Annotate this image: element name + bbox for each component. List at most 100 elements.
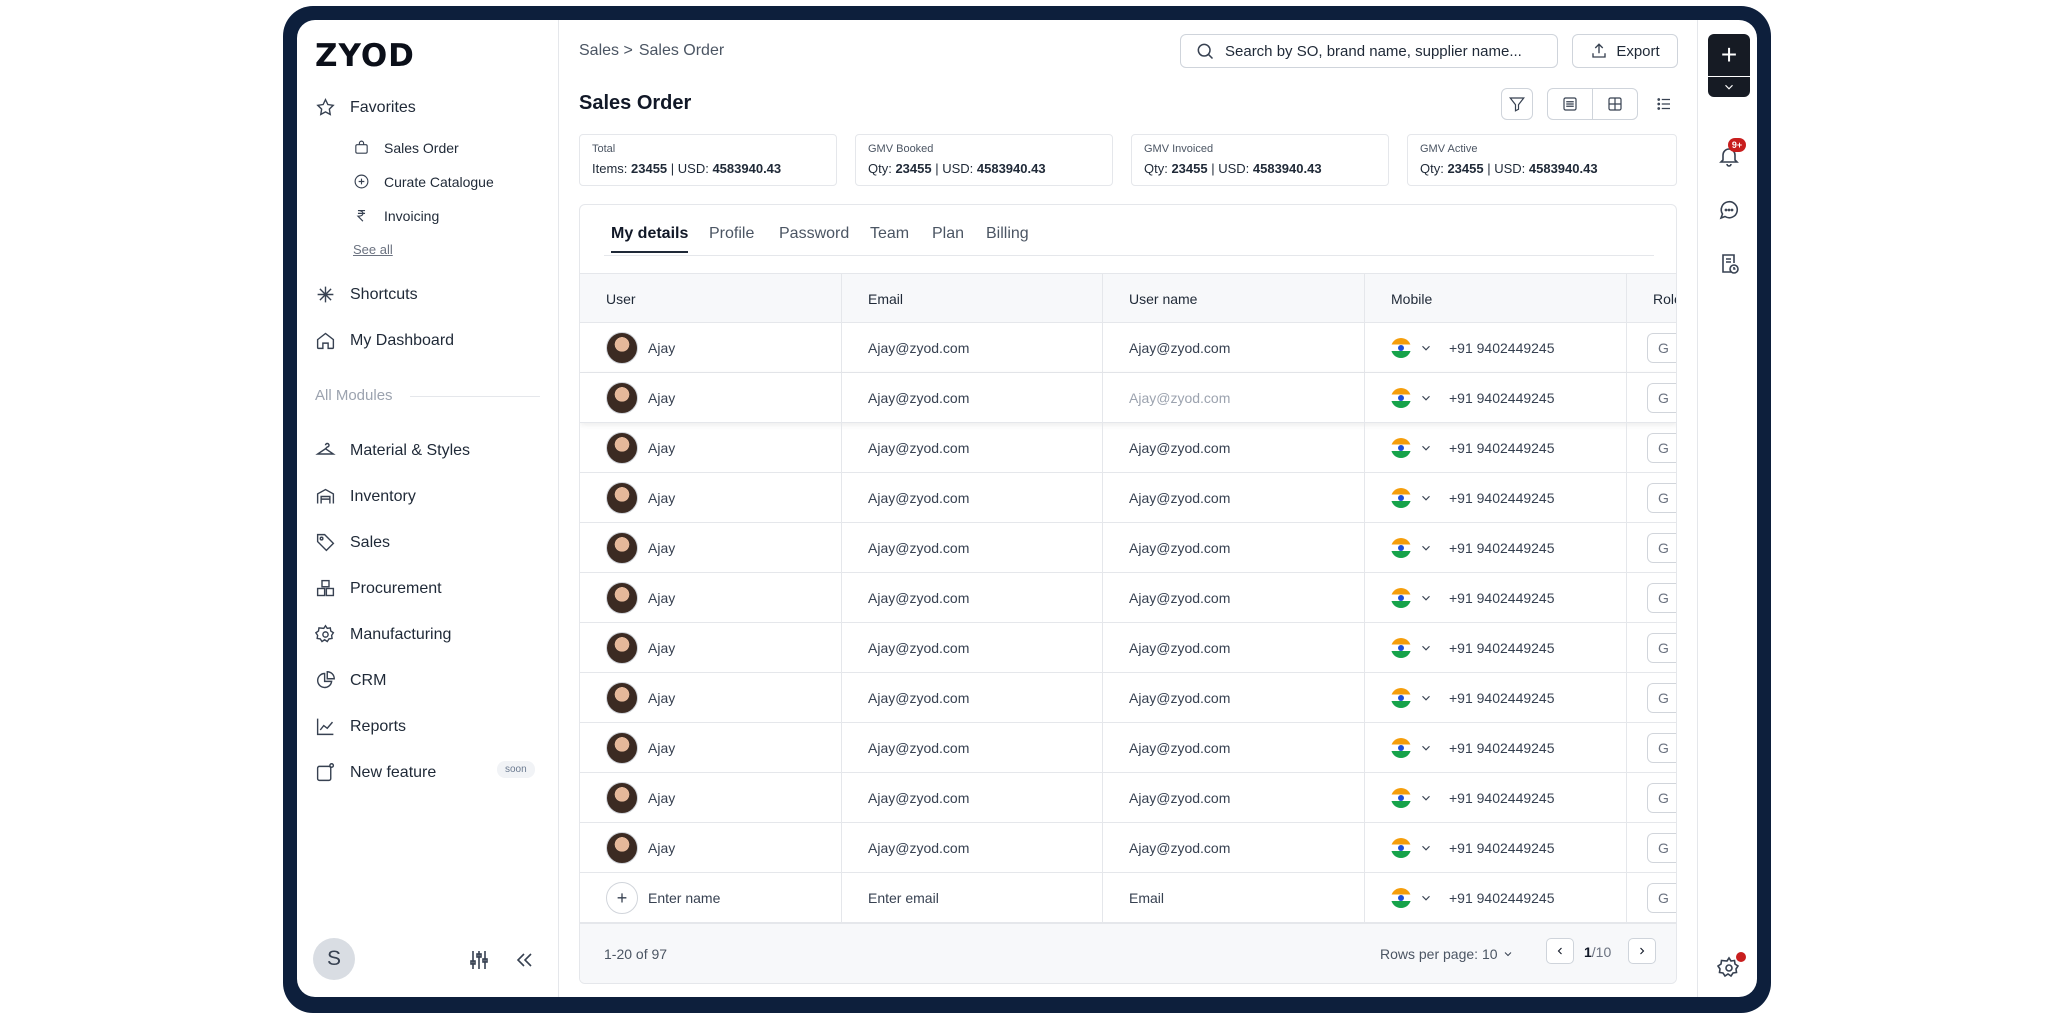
- role-select[interactable]: G: [1647, 733, 1676, 763]
- documents-button[interactable]: [1717, 252, 1741, 276]
- favorite-curate-catalogue[interactable]: Curate Catalogue: [353, 173, 494, 190]
- india-flag-icon[interactable]: [1391, 688, 1411, 708]
- email-value: Ajay@zyod.com: [868, 490, 970, 506]
- tab-my-details[interactable]: My details: [611, 225, 689, 253]
- column-header-user[interactable]: User: [580, 274, 842, 324]
- india-flag-icon[interactable]: [1391, 588, 1411, 608]
- sidebar-item-crm[interactable]: CRM: [315, 670, 386, 691]
- india-flag-icon[interactable]: [1391, 338, 1411, 358]
- collapse-sidebar-button[interactable]: [512, 948, 536, 972]
- search-box[interactable]: [1180, 34, 1558, 68]
- next-page-button[interactable]: [1628, 938, 1656, 964]
- india-flag-icon[interactable]: [1391, 888, 1411, 908]
- breadcrumb-root[interactable]: Sales >: [579, 42, 633, 59]
- grid-view-button[interactable]: [1592, 88, 1638, 120]
- india-flag-icon[interactable]: [1391, 738, 1411, 758]
- india-flag-icon[interactable]: [1391, 788, 1411, 808]
- see-all-link[interactable]: See all: [353, 242, 393, 257]
- india-flag-icon[interactable]: [1391, 488, 1411, 508]
- sidebar-item-material-styles[interactable]: Material & Styles: [315, 440, 470, 461]
- create-dropdown-button[interactable]: [1708, 77, 1750, 97]
- role-select[interactable]: G: [1647, 583, 1676, 613]
- list-view-button[interactable]: [1547, 88, 1593, 120]
- india-flag-icon[interactable]: [1391, 638, 1411, 658]
- role-select[interactable]: G: [1647, 533, 1676, 563]
- table-row[interactable]: Ajay Ajay@zyod.com Ajay@zyod.com +91 940244…: [580, 723, 1676, 773]
- sidebar-item-reports[interactable]: Reports: [315, 716, 406, 737]
- india-flag-icon[interactable]: [1391, 538, 1411, 558]
- role-select[interactable]: G: [1647, 433, 1676, 463]
- column-header-role[interactable]: Role: [1653, 291, 1676, 307]
- column-header-mobile[interactable]: Mobile: [1365, 274, 1627, 324]
- table-row[interactable]: Ajay Ajay@zyod.com Ajay@zyod.com +91 940244…: [580, 473, 1676, 523]
- add-user-button[interactable]: +: [606, 882, 638, 914]
- search-input[interactable]: [1225, 42, 1525, 60]
- role-select[interactable]: G: [1647, 783, 1676, 813]
- cell-username: Ajay@zyod.com: [1103, 623, 1365, 673]
- table-row[interactable]: Ajay Ajay@zyod.com Ajay@zyod.com +91 940244…: [580, 823, 1676, 873]
- sidebar-item-favorites[interactable]: Favorites: [315, 97, 416, 118]
- stat-card-gmv-invoiced: GMV Invoiced Qty: 23455 | USD: 4583940.4…: [1131, 134, 1389, 186]
- prev-page-button[interactable]: [1546, 938, 1574, 964]
- tab-billing[interactable]: Billing: [986, 225, 1029, 242]
- bullet-list-icon: [1657, 98, 1670, 110]
- sidebar-item-manufacturing[interactable]: Manufacturing: [315, 624, 451, 645]
- table-row[interactable]: Ajay Ajay@zyod.com Ajay@zyod.com +91 940244…: [580, 423, 1676, 473]
- cell-mobile: +91 9402449245: [1365, 373, 1627, 423]
- cell-mobile: +91 9402449245: [1365, 823, 1627, 873]
- role-select[interactable]: G: [1647, 683, 1676, 713]
- export-button[interactable]: Export: [1572, 34, 1678, 68]
- create-new-button[interactable]: +: [1708, 34, 1750, 76]
- tab-team[interactable]: Team: [870, 225, 910, 242]
- username-input[interactable]: [1129, 890, 1269, 906]
- role-select[interactable]: G: [1647, 833, 1676, 863]
- sidebar-item-dashboard[interactable]: My Dashboard: [315, 330, 454, 351]
- cell-email: Ajay@zyod.com: [842, 423, 1103, 473]
- tab-profile[interactable]: Profile: [709, 225, 755, 242]
- table-row[interactable]: Ajay Ajay@zyod.com Ajay@zyod.com +91 940244…: [580, 623, 1676, 673]
- cell-mobile: +91 9402449245: [1365, 423, 1627, 473]
- favorite-label: Curate Catalogue: [384, 173, 494, 190]
- table-row[interactable]: Ajay Ajay@zyod.com Ajay@zyod.com +91 940244…: [580, 323, 1676, 373]
- sidebar-item-inventory[interactable]: Inventory: [315, 486, 416, 507]
- email-value: Ajay@zyod.com: [868, 740, 970, 756]
- role-select[interactable]: G: [1647, 633, 1676, 663]
- filter-button[interactable]: [1501, 88, 1533, 120]
- table-row[interactable]: Ajay Ajay@zyod.com Ajay@zyod.com +91 940244…: [580, 573, 1676, 623]
- role-select[interactable]: G: [1647, 483, 1676, 513]
- table-row[interactable]: Ajay Ajay@zyod.com Ajay@zyod.com +91 940244…: [580, 773, 1676, 823]
- column-header-username[interactable]: User name: [1103, 274, 1365, 324]
- email-input[interactable]: [868, 890, 1008, 906]
- cell-email: Ajay@zyod.com: [842, 823, 1103, 873]
- bottom-settings-button[interactable]: [1716, 956, 1741, 980]
- messages-button[interactable]: [1717, 198, 1741, 222]
- tab-password[interactable]: Password: [779, 225, 850, 242]
- table-row[interactable]: Ajay Ajay@zyod.com Ajay@zyod.com +91 940244…: [580, 673, 1676, 723]
- modules-section-label: All Modules: [315, 387, 393, 404]
- asterisk-icon: [317, 286, 334, 303]
- username-value: Ajay@zyod.com: [1129, 490, 1231, 506]
- settings-sliders-button[interactable]: [467, 948, 491, 972]
- rows-per-page-select[interactable]: Rows per page: 10: [1380, 946, 1514, 962]
- options-button[interactable]: [1649, 88, 1679, 120]
- table-row[interactable]: Ajay Ajay@zyod.com Ajay@zyod.com +91 940244…: [580, 373, 1676, 423]
- mobile-value: +91 9402449245: [1449, 740, 1555, 756]
- sidebar-item-sales[interactable]: Sales: [315, 532, 390, 553]
- india-flag-icon[interactable]: [1391, 388, 1411, 408]
- name-input[interactable]: [648, 890, 788, 906]
- column-header-email[interactable]: Email: [842, 274, 1103, 324]
- sidebar-item-new-feature[interactable]: New feature: [315, 762, 436, 783]
- sidebar-item-procurement[interactable]: Procurement: [315, 578, 442, 599]
- favorite-invoicing[interactable]: Invoicing: [353, 207, 439, 224]
- india-flag-icon[interactable]: [1391, 838, 1411, 858]
- india-flag-icon[interactable]: [1391, 438, 1411, 458]
- role-select[interactable]: G: [1647, 883, 1676, 913]
- role-select[interactable]: G: [1647, 333, 1676, 363]
- sidebar-item-shortcuts[interactable]: Shortcuts: [315, 284, 418, 305]
- tab-plan[interactable]: Plan: [932, 225, 965, 242]
- favorite-sales-order[interactable]: Sales Order: [353, 139, 459, 156]
- role-select[interactable]: G: [1647, 383, 1676, 413]
- cell-username: Ajay@zyod.com: [1103, 323, 1365, 373]
- user-avatar[interactable]: S: [313, 938, 355, 980]
- table-row[interactable]: Ajay Ajay@zyod.com Ajay@zyod.com +91 940244…: [580, 523, 1676, 573]
